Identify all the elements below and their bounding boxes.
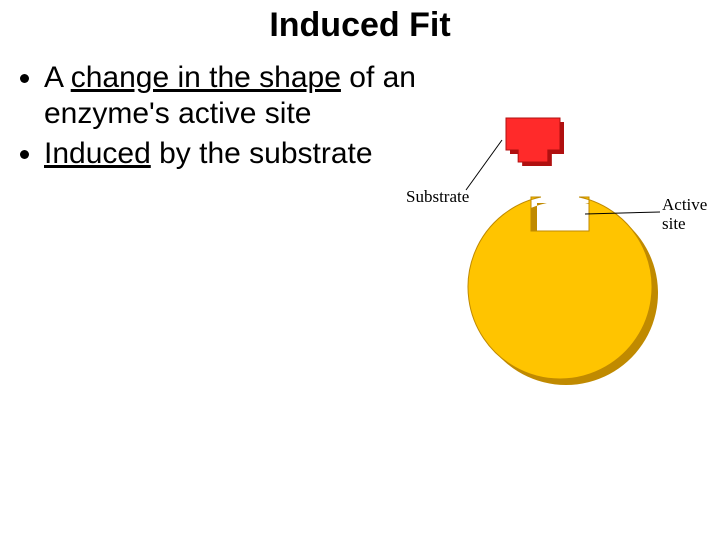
bullet-2-underline: Induced <box>44 137 151 170</box>
bullet-item-1: A change in the shape of an enzyme's act… <box>44 60 418 132</box>
active-site-label-line1: Active <box>662 195 707 214</box>
diagram-svg <box>420 112 700 392</box>
bullet-1-pre: A <box>44 61 71 94</box>
slide: Induced Fit A change in the shape of an … <box>0 0 720 540</box>
enzyme-body <box>468 197 652 379</box>
bullet-1-underline: change in the shape <box>71 61 341 94</box>
enzyme-diagram: Substrate Active site <box>420 112 700 392</box>
substrate-leader-line <box>466 140 502 190</box>
substrate-label: Substrate <box>406 188 469 207</box>
bullet-2-post: by the substrate <box>151 137 373 170</box>
active-site-label: Active site <box>662 196 707 233</box>
substrate-body <box>506 118 560 162</box>
active-site-label-line2: site <box>662 214 686 233</box>
bullet-list: A change in the shape of an enzyme's act… <box>18 60 418 176</box>
bullet-item-2: Induced by the substrate <box>44 136 418 172</box>
page-title: Induced Fit <box>0 6 720 45</box>
